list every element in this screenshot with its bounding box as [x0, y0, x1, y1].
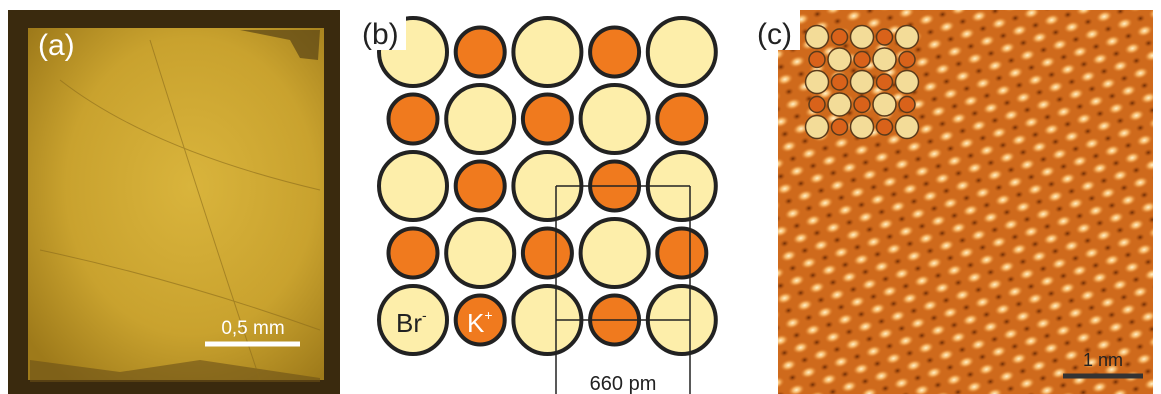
ion — [896, 71, 919, 94]
ion — [446, 85, 514, 153]
ion — [581, 85, 649, 153]
scale-bar-label: 1 nm — [1083, 350, 1123, 370]
ion — [873, 93, 896, 116]
ion — [648, 18, 716, 86]
figure: (a) 0,5 mm (b) 660 pm Br- K+ (c) 1 nm — [0, 0, 1161, 394]
ion-charge: - — [422, 307, 427, 323]
page: (a) 0,5 mm (b) 660 pm Br- K+ (c) 1 nm ((… — [0, 0, 1161, 394]
ion — [854, 97, 870, 113]
panel-label: (a) — [38, 29, 75, 62]
ion — [896, 116, 919, 139]
ion — [379, 152, 447, 220]
ion — [832, 74, 848, 90]
ion — [523, 95, 572, 144]
ion — [581, 219, 649, 287]
ion — [657, 229, 706, 278]
ion — [590, 28, 639, 77]
ion — [877, 74, 893, 90]
panel-label: (b) — [362, 18, 399, 51]
ion — [523, 229, 572, 278]
ion — [877, 119, 893, 135]
panel-c — [778, 10, 1153, 394]
ion — [806, 116, 829, 139]
ion — [873, 48, 896, 71]
ion — [828, 93, 851, 116]
ion — [851, 116, 874, 139]
ion — [877, 29, 893, 45]
dimension-label: 660 pm — [590, 373, 657, 394]
ion — [828, 48, 851, 71]
ion — [456, 28, 505, 77]
panel-a: (a) 0,5 mm — [8, 10, 340, 394]
ion — [896, 26, 919, 49]
ion — [851, 26, 874, 49]
ion — [809, 97, 825, 113]
ion — [456, 162, 505, 211]
ion — [657, 95, 706, 144]
ion-charge: + — [484, 307, 492, 323]
ion — [446, 219, 514, 287]
ion — [513, 18, 581, 86]
scale-bar-label: 0,5 mm — [221, 318, 284, 339]
ion-symbol: Br — [396, 308, 422, 338]
ion — [854, 52, 870, 68]
ion — [809, 52, 825, 68]
panel-label: (c) — [757, 18, 792, 51]
ion — [832, 29, 848, 45]
ion — [899, 97, 915, 113]
lattice-inset — [806, 26, 919, 139]
ion — [806, 26, 829, 49]
ion — [389, 229, 438, 278]
ion — [899, 52, 915, 68]
ion-symbol: K — [467, 308, 485, 338]
ion — [806, 71, 829, 94]
ion — [389, 95, 438, 144]
ion — [851, 71, 874, 94]
ion — [832, 119, 848, 135]
